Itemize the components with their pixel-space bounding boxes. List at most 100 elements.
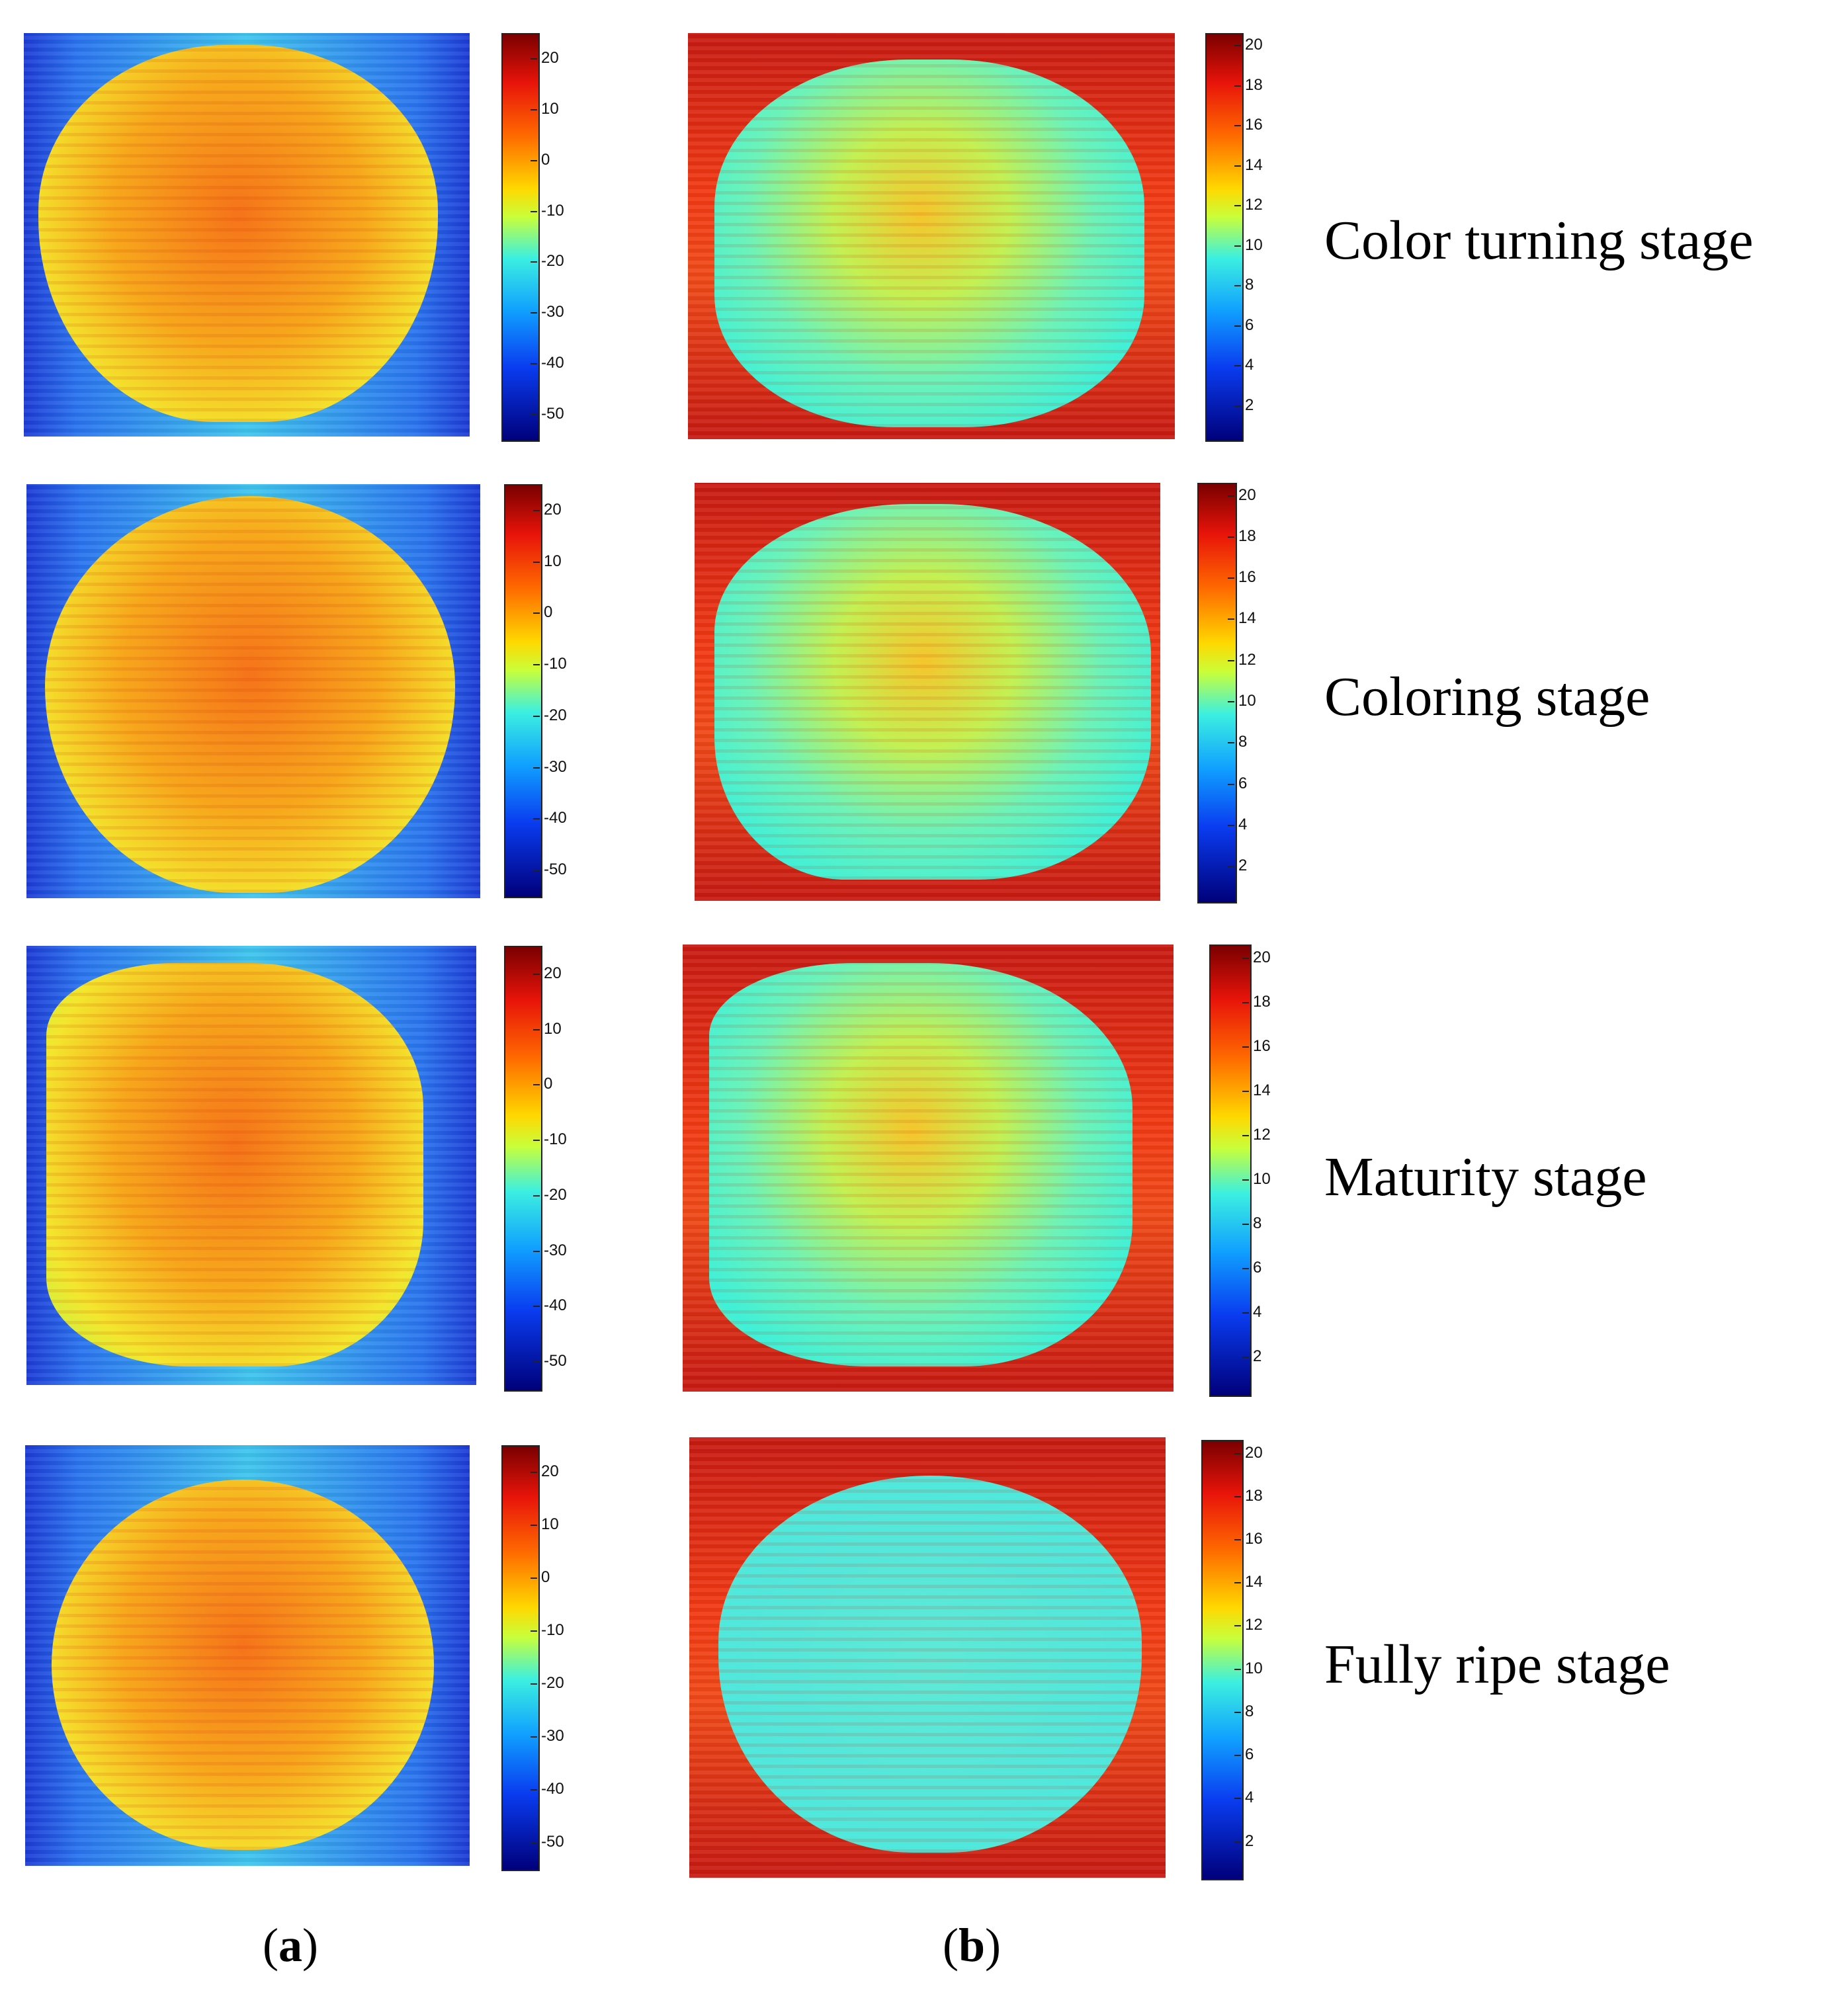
colorbar-b-4-tick (1234, 1539, 1241, 1540)
colorbar-b-1-tick (1234, 285, 1241, 287)
caption-a: (a) (263, 1919, 318, 1972)
colorbar-b-3 (1209, 945, 1252, 1397)
colorbar-b-4-tick (1234, 1668, 1241, 1670)
heatmap-b-1 (688, 33, 1175, 439)
heatmap-b-2 (695, 483, 1160, 901)
fruit-texture (714, 504, 1151, 880)
colorbar-b-1-tick-label: 2 (1245, 396, 1254, 414)
colorbar-a-1-tick-label: -40 (541, 353, 564, 372)
stage-label-1: Color turning stage (1324, 210, 1754, 271)
colorbar-b-4-tick (1234, 1711, 1241, 1713)
colorbar-b-2-tick (1228, 495, 1234, 497)
colorbar-a-1-tick (531, 159, 537, 161)
colorbar-a-1-tick-label: -10 (541, 201, 564, 220)
colorbar-b-1-tick-label: 16 (1245, 116, 1263, 134)
colorbar-b-4-tick (1234, 1798, 1241, 1800)
colorbar-a-4-tick (531, 1577, 537, 1579)
colorbar-b-3-tick-label: 14 (1253, 1081, 1271, 1100)
colorbar-a-1-tick-label: -20 (541, 252, 564, 271)
colorbar-a-1-tick (531, 413, 537, 415)
colorbar-b-1-tick (1234, 245, 1241, 247)
colorbar-b-1 (1205, 33, 1244, 442)
colorbar-a-2-tick-label: 0 (544, 603, 553, 622)
colorbar-a-1-tick-label: -50 (541, 404, 564, 423)
fruit-region (38, 45, 438, 422)
colorbar-b-3-tick-label: 20 (1253, 948, 1271, 967)
fruit-texture (52, 1480, 434, 1850)
colorbar-b-1-tick (1234, 45, 1241, 47)
colorbar-b-4 (1201, 1440, 1244, 1880)
colorbar-b-3-tick (1242, 1179, 1249, 1181)
colorbar-a-4-tick-label: 20 (541, 1462, 559, 1480)
colorbar-b-1-tick (1234, 165, 1241, 167)
colorbar-b-4-tick-label: 14 (1245, 1573, 1263, 1591)
fruit-region (709, 963, 1132, 1366)
colorbar-a-2-tick-label: -50 (544, 861, 567, 879)
colorbar-b-3-tick-label: 4 (1253, 1303, 1262, 1322)
stage-label-2: Coloring stage (1324, 666, 1650, 728)
colorbar-a-4-tick-label: 0 (541, 1568, 550, 1586)
stage-label-4: Fully ripe stage (1324, 1634, 1670, 1695)
colorbar-b-2-tick-label: 12 (1238, 650, 1256, 669)
colorbar-b-1-tick-label: 12 (1245, 196, 1263, 214)
colorbar-b-2-tick-label: 16 (1238, 568, 1256, 587)
colorbar-a-2-tick (533, 818, 540, 820)
colorbar-a-3-tick-label: 0 (544, 1075, 553, 1093)
heatmap-a-2 (26, 484, 480, 898)
colorbar-a-3 (504, 946, 542, 1392)
colorbar-b-3-tick-label: 18 (1253, 993, 1271, 1011)
colorbar-b-3-tick (1242, 1046, 1249, 1048)
colorbar-b-4-tick (1234, 1841, 1241, 1843)
colorbar-a-4-tick-label: -50 (541, 1833, 564, 1851)
colorbar-a-1-tick (531, 109, 537, 111)
colorbar-b-4-tick (1234, 1495, 1241, 1497)
fruit-region (46, 963, 423, 1366)
colorbar-b-3-tick (1242, 1357, 1249, 1359)
fruit-texture (709, 963, 1132, 1366)
colorbar-b-2 (1197, 483, 1237, 903)
colorbar-b-1-tick-label: 18 (1245, 75, 1263, 94)
colorbar-b-4-tick-label: 18 (1245, 1486, 1263, 1505)
colorbar-a-3-tick-label: -20 (544, 1185, 567, 1204)
colorbar-b-3-tick (1242, 1135, 1249, 1137)
colorbar-b-3-tick-label: 12 (1253, 1126, 1271, 1144)
colorbar-b-1-tick-label: 8 (1245, 276, 1254, 294)
colorbar-b-1-tick (1234, 365, 1241, 367)
colorbar-b-1-tick (1234, 205, 1241, 207)
colorbar-b-4-tick-label: 6 (1245, 1745, 1254, 1764)
colorbar-a-2-tick-label: 10 (544, 552, 562, 570)
colorbar-a-1-tick (531, 261, 537, 263)
colorbar-a-2-tick (533, 767, 540, 769)
colorbar-b-4-tick-label: 8 (1245, 1702, 1254, 1720)
colorbar-b-3-tick-label: 8 (1253, 1214, 1262, 1233)
colorbar-b-3-tick (1242, 1224, 1249, 1226)
colorbar-b-1-tick-label: 14 (1245, 155, 1263, 174)
colorbar-b-4-tick (1234, 1582, 1241, 1584)
colorbar-b-3-tick (1242, 1002, 1249, 1004)
colorbar-a-4 (501, 1445, 540, 1871)
heatmap-b-3 (683, 945, 1174, 1392)
colorbar-a-1 (501, 33, 540, 442)
colorbar-b-3-tick-label: 10 (1253, 1170, 1271, 1189)
colorbar-a-1-tick-label: 10 (541, 100, 559, 118)
colorbar-b-2-tick-label: 4 (1238, 815, 1248, 833)
colorbar-b-1-tick (1234, 325, 1241, 327)
colorbar-b-1-tick (1234, 125, 1241, 127)
colorbar-b-2-tick (1228, 783, 1234, 785)
colorbar-b-4-tick-label: 16 (1245, 1530, 1263, 1548)
colorbar-a-3-tick-label: -10 (544, 1130, 567, 1149)
colorbar-a-2-tick-label: -10 (544, 655, 567, 673)
fruit-texture (45, 496, 455, 893)
colorbar-a-4-tick-label: -10 (541, 1621, 564, 1639)
colorbar-b-1-tick (1234, 405, 1241, 407)
colorbar-b-3-tick-label: 16 (1253, 1037, 1271, 1056)
colorbar-a-3-tick (533, 1029, 540, 1030)
colorbar-b-1-tick-label: 10 (1245, 235, 1263, 254)
colorbar-a-4-tick (531, 1630, 537, 1632)
colorbar-a-4-tick-label: 10 (541, 1515, 559, 1533)
colorbar-a-3-tick (533, 1306, 540, 1308)
colorbar-a-4-tick (531, 1525, 537, 1526)
colorbar-a-3-tick (533, 1361, 540, 1363)
colorbar-b-3-tick-label: 2 (1253, 1347, 1262, 1366)
fruit-texture (714, 60, 1144, 427)
